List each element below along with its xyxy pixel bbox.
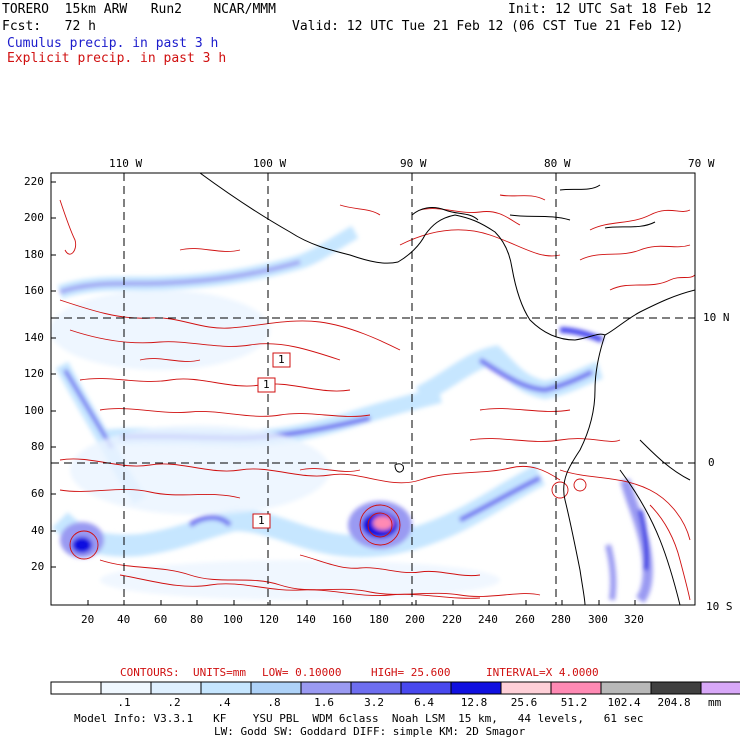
axis-ticks — [51, 181, 636, 605]
x-label: 60 — [154, 613, 168, 626]
colorbar-tick-label: 51.2 — [560, 696, 588, 709]
x-label: 280 — [551, 613, 571, 626]
lat-label-0: 0 — [708, 456, 715, 469]
y-label: 200 — [24, 211, 44, 224]
x-label: 20 — [81, 613, 95, 626]
explicit-legend-label: Explicit precip. in past 3 h — [7, 51, 227, 66]
x-label: 180 — [369, 613, 389, 626]
model-info-line1: Model Info: V3.3.1 KF YSU PBL WDM 6class… — [74, 712, 644, 725]
x-label: 200 — [405, 613, 425, 626]
explicit-precip-contours — [59, 194, 695, 601]
lat-label-10n: 10 N — [703, 311, 730, 324]
map-frame — [50, 172, 696, 606]
x-label: 140 — [296, 613, 316, 626]
x-label: 320 — [624, 613, 644, 626]
x-label: 220 — [442, 613, 462, 626]
lon-label-70w: 70 W — [688, 157, 715, 170]
y-label: 60 — [31, 487, 45, 500]
contours-low: LOW= 0.10000 — [262, 666, 342, 679]
colorbar-tick-label: .2 — [167, 696, 181, 709]
colorbar-tick-label: 102.4 — [607, 696, 641, 709]
x-label: 80 — [190, 613, 204, 626]
y-label: 120 — [24, 367, 44, 380]
y-label: 40 — [31, 524, 45, 537]
colorbar-tick-label: .8 — [267, 696, 281, 709]
y-label: 180 — [24, 248, 44, 261]
valid-time: Valid: 12 UTC Tue 21 Feb 12 (06 CST Tue … — [292, 19, 684, 34]
colorbar-tick-label: 25.6 — [510, 696, 538, 709]
contours-prefix: CONTOURS: — [120, 666, 180, 679]
lon-label-110w: 110 W — [109, 157, 143, 170]
box-labels — [252, 352, 291, 529]
lon-label-100w: 100 W — [253, 157, 287, 170]
forecast-hour: Fcst: 72 h — [2, 19, 96, 34]
model-info-line2: LW: Godd SW: Goddard DIFF: simple KM: 2D… — [214, 725, 526, 738]
x-label: 160 — [332, 613, 352, 626]
y-label: 20 — [31, 560, 45, 573]
colorbar-tick-label: .1 — [117, 696, 131, 709]
coastlines — [199, 173, 695, 605]
box-label-2: 1 — [263, 378, 270, 391]
lon-label-80w: 80 W — [544, 157, 571, 170]
box-label-1: 1 — [278, 353, 285, 366]
model-title: TORERO 15km ARW Run2 NCAR/MMM — [2, 2, 276, 17]
x-label: 100 — [223, 613, 243, 626]
lat-label-10s: 10 S — [706, 600, 733, 613]
x-label: 300 — [588, 613, 608, 626]
contours-units: UNITS=mm — [193, 666, 246, 679]
box-label-3: 1 — [258, 514, 265, 527]
colorbar-tick-label: .4 — [217, 696, 231, 709]
contours-interval: INTERVAL=X 4.0000 — [486, 666, 599, 679]
x-label: 240 — [478, 613, 498, 626]
y-label: 100 — [24, 404, 44, 417]
contours-high: HIGH= 25.600 — [371, 666, 451, 679]
x-label: 260 — [515, 613, 535, 626]
y-label: 220 — [24, 175, 44, 188]
y-label: 160 — [24, 284, 44, 297]
colorbar-tick-label: 3.2 — [364, 696, 384, 709]
cumulus-legend-label: Cumulus precip. in past 3 h — [7, 36, 219, 51]
init-time: Init: 12 UTC Sat 18 Feb 12 — [508, 2, 712, 17]
x-label: 120 — [259, 613, 279, 626]
colorbar-unit: mm — [708, 696, 722, 709]
colorbar-tick-label: 12.8 — [460, 696, 488, 709]
lon-label-90w: 90 W — [400, 157, 427, 170]
y-label: 80 — [31, 440, 45, 453]
x-label: 40 — [117, 613, 131, 626]
y-label: 140 — [24, 331, 44, 344]
colorbar-tick-label: 6.4 — [414, 696, 434, 709]
colorbar-tick-label: 1.6 — [314, 696, 334, 709]
colorbar-tick-label: 204.8 — [657, 696, 691, 709]
